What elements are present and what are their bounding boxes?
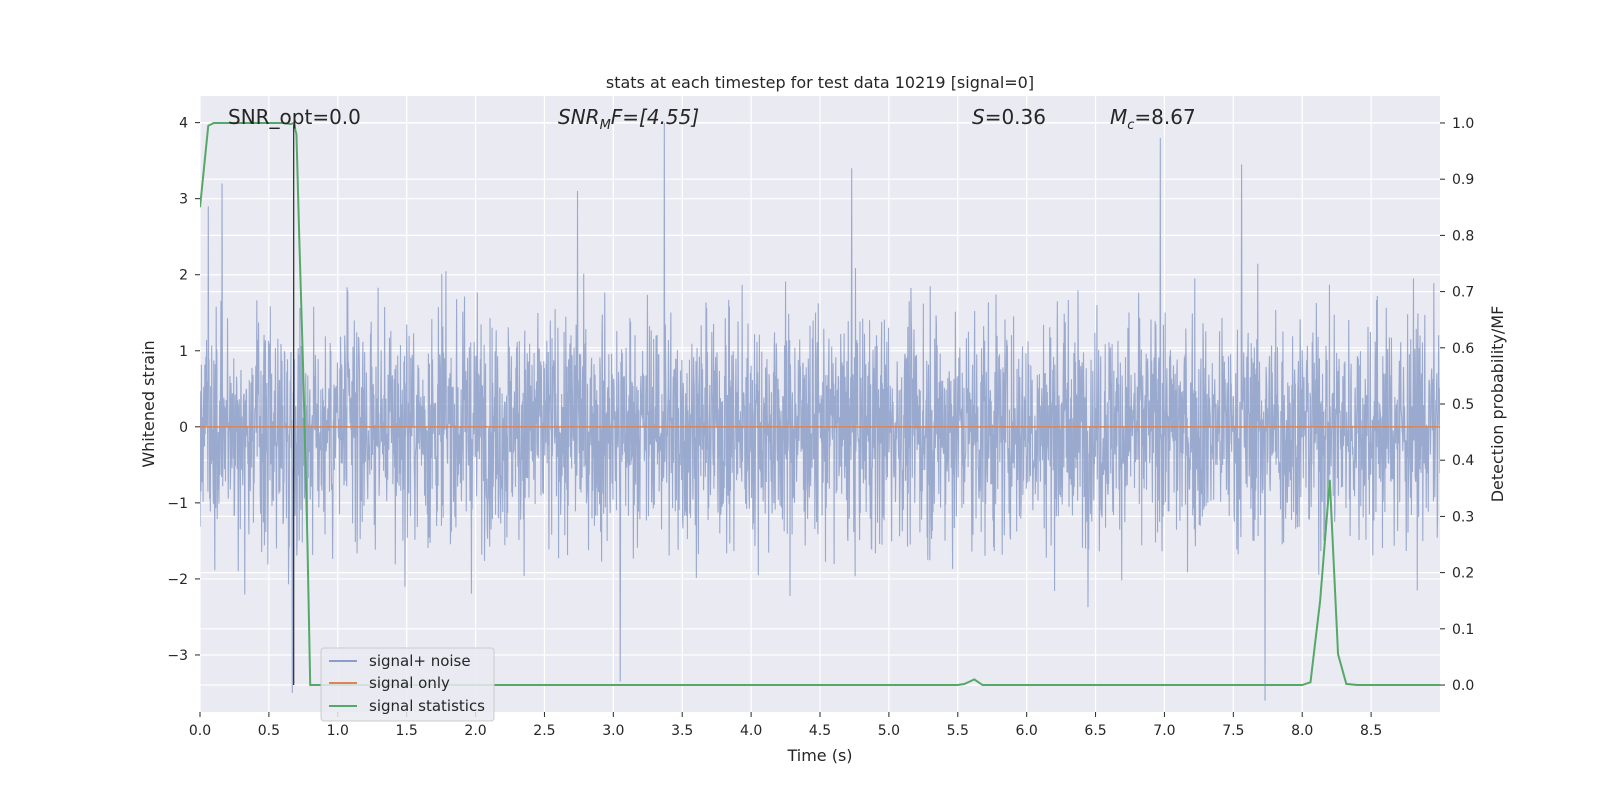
x-tick-label: 6.0: [1016, 723, 1038, 739]
x-axis-label: Time (s): [786, 746, 852, 765]
x-tick-label: 3.0: [602, 723, 624, 739]
legend-label-signal-noise: signal+ noise: [369, 652, 471, 670]
legend-label-signal-only: signal only: [369, 674, 450, 692]
x-tick-label: 1.0: [327, 723, 349, 739]
x-tick-label: 5.0: [878, 723, 900, 739]
x-tick-label: 7.0: [1153, 723, 1175, 739]
y-tick-label-right: 1.0: [1452, 116, 1474, 132]
x-tick-label: 0.5: [258, 723, 280, 739]
annotation-mc: Mc=8.67: [1110, 105, 1196, 133]
x-tick-label: 1.5: [396, 723, 418, 739]
legend-box: [320, 647, 495, 722]
legend: signal+ noise signal only signal statist…: [320, 647, 495, 722]
annotation-s-symbol: S: [972, 105, 985, 129]
y-tick-label-left: −3: [167, 648, 188, 664]
y-axis-label-right: Detection probability/MF: [1488, 306, 1507, 503]
x-tick-label: 5.5: [947, 723, 969, 739]
y-tick-label-right: 0.7: [1452, 285, 1474, 301]
y-tick-label-left: 4: [179, 116, 188, 132]
x-tick-label: 2.5: [533, 723, 555, 739]
y-tick-label-left: 1: [179, 344, 188, 360]
y-tick-label-left: 2: [179, 268, 188, 284]
y-tick-label-left: 0: [179, 420, 188, 436]
series-signal-statistics-line: [200, 121, 1440, 687]
x-tick-label: 0.0: [189, 723, 211, 739]
x-tick-label: 2.0: [464, 723, 486, 739]
x-tick-label: 3.5: [671, 723, 693, 739]
x-tick-label: 4.0: [740, 723, 762, 739]
annotation-mc-symbol: M: [1110, 105, 1127, 129]
y-tick-label-right: 0.2: [1452, 566, 1474, 582]
y-tick-label-right: 0.6: [1452, 341, 1474, 357]
annotation-mc-value: =8.67: [1134, 105, 1195, 129]
axes: 0.0 0.5 1.0 1.5 2.0 2.5 3.0 3.5 4.0 4.5 5.0 5.5 6.0 6…: [167, 116, 1474, 739]
x-tick-label: 6.5: [1084, 723, 1106, 739]
legend-label-signal-statistics: signal statistics: [369, 697, 485, 715]
y-tick-label-left: −1: [167, 496, 188, 512]
x-tick-label: 7.5: [1222, 723, 1244, 739]
y-tick-label-left: −2: [167, 572, 188, 588]
y-tick-label-right: 0.1: [1452, 622, 1474, 638]
x-tick-label: 8.5: [1360, 723, 1382, 739]
annotation-snr-mf-rest: F=[4.55]: [611, 105, 699, 129]
y-tick-label-right: 0.3: [1452, 509, 1474, 525]
annotation-s: S=0.36: [972, 105, 1046, 129]
x-tick-label: 4.5: [809, 723, 831, 739]
data-layer: [200, 121, 1440, 701]
y-tick-label-right: 0.5: [1452, 397, 1474, 413]
annotation-mc-sub: c: [1127, 118, 1134, 133]
annotation-snr-mf-symbol: SNR: [558, 105, 600, 129]
annotation-s-value: =0.36: [985, 105, 1046, 129]
y-tick-label-right: 0.0: [1452, 678, 1474, 694]
y-tick-label-right: 0.8: [1452, 228, 1474, 244]
chart-title: stats at each timestep for test data 102…: [606, 73, 1034, 92]
y-tick-label-right: 0.9: [1452, 172, 1474, 188]
y-tick-label-left: 3: [179, 192, 188, 208]
annotation-snr-mf-sub: M: [600, 118, 611, 133]
y-tick-label-right: 0.4: [1452, 453, 1474, 469]
y-axis-label-left: Whitened strain: [139, 340, 158, 467]
x-tick-label: 8.0: [1291, 723, 1313, 739]
annotation-snr-opt: SNR_opt=0.0: [228, 105, 361, 129]
series-signal-noise-line: [200, 122, 1440, 701]
annotation-snr-mf: SNRMF=[4.55]: [558, 105, 699, 133]
